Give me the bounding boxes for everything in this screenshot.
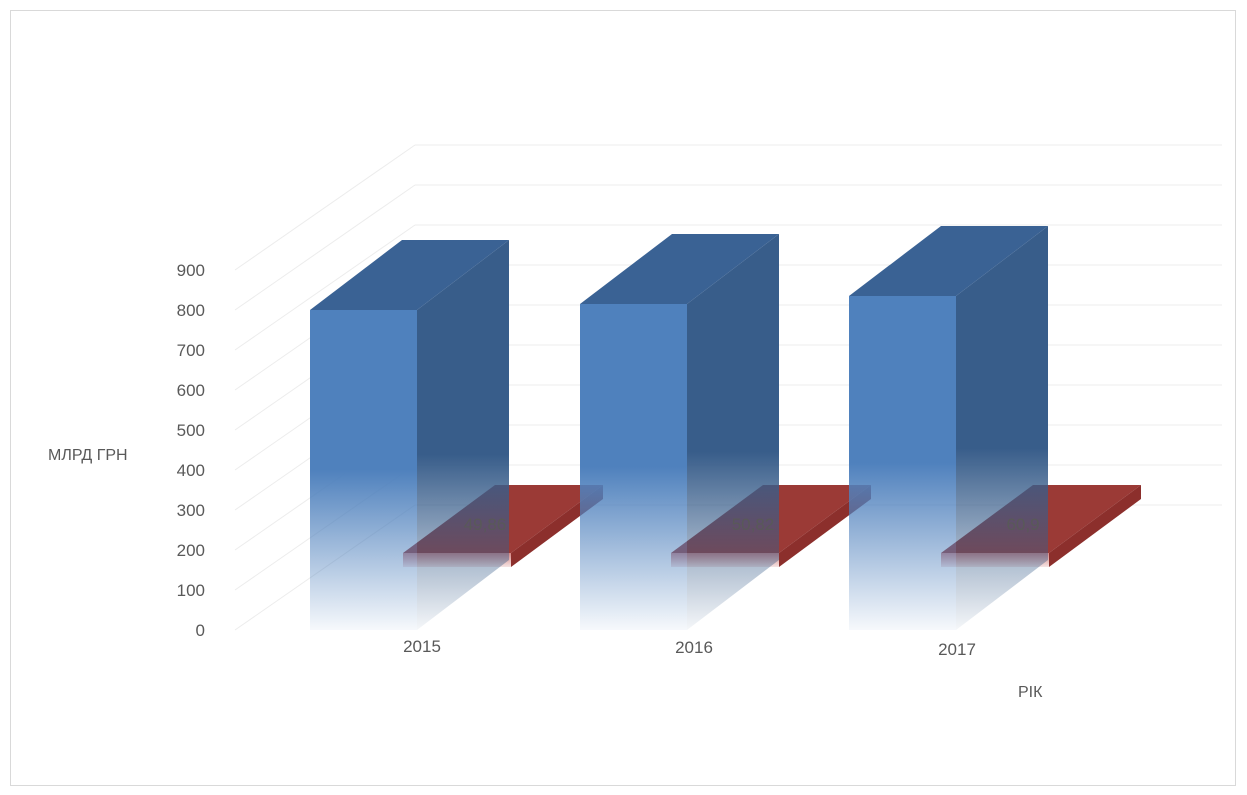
x-tick-label: 2016 xyxy=(675,638,713,657)
data-label: 60,9 xyxy=(1006,515,1039,534)
data-label: 50,82 xyxy=(732,515,775,534)
y-tick-label: 800 xyxy=(177,301,205,320)
bar-side xyxy=(956,226,1048,630)
y-tick-label: 900 xyxy=(177,261,205,280)
y-tick-label: 200 xyxy=(177,541,205,560)
bar-2016 xyxy=(580,234,779,630)
x-tick-label: 2017 xyxy=(938,640,976,659)
bar-side xyxy=(779,485,871,567)
bar-side xyxy=(687,234,779,630)
x-axis-title: РІК xyxy=(1018,684,1043,701)
bar-top xyxy=(849,226,1048,296)
y-tick-label: 600 xyxy=(177,381,205,400)
gridline-depth xyxy=(234,184,416,311)
y-tick-label: 400 xyxy=(177,461,205,480)
y-tick-label: 500 xyxy=(177,421,205,440)
bar-side xyxy=(1049,485,1141,567)
bar-2015 xyxy=(310,240,509,630)
bar-side xyxy=(417,240,509,630)
y-tick-label: 100 xyxy=(177,581,205,600)
gridline-depth xyxy=(234,144,416,271)
bar-top xyxy=(310,240,509,310)
bar-2017 xyxy=(849,226,1048,630)
y-tick-label: 0 xyxy=(196,621,205,640)
bar-front xyxy=(310,310,417,630)
y-tick-label: 700 xyxy=(177,341,205,360)
y-tick-label: 300 xyxy=(177,501,205,520)
bar-front xyxy=(849,296,956,630)
x-tick-label: 2015 xyxy=(403,637,441,656)
bar-front xyxy=(580,304,687,630)
gridline-depth xyxy=(234,224,416,351)
y-axis-title: МЛРД ГРН xyxy=(48,447,128,464)
data-label: 49,86 xyxy=(464,515,507,534)
bar-top xyxy=(580,234,779,304)
